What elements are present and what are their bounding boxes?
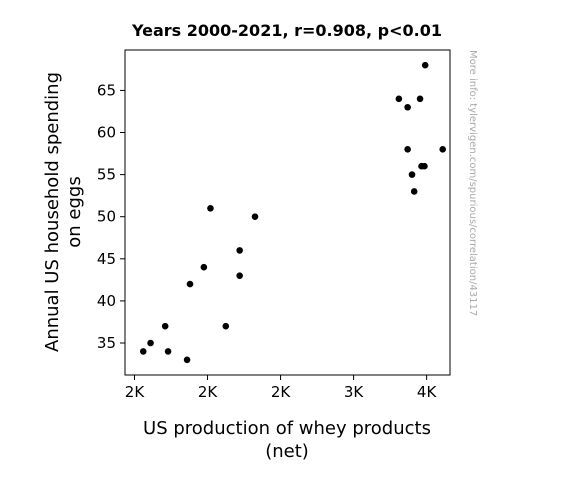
data-point	[404, 146, 411, 153]
y-tick-label: 65	[97, 81, 116, 99]
data-point	[404, 103, 411, 111]
data-point	[186, 280, 194, 288]
data-point	[395, 95, 403, 103]
x-tick-label: 2K	[271, 383, 292, 401]
data-point	[183, 356, 191, 364]
data-point	[200, 263, 208, 271]
y-axis-label-line-1: Annual US household spending	[42, 72, 63, 352]
y-tick-label: 40	[97, 292, 116, 310]
data-point	[161, 322, 169, 330]
data-point	[147, 339, 154, 347]
x-axis-label-line-2: (net)	[265, 441, 309, 462]
data-point	[207, 204, 214, 212]
x-axis-label-line-1: US production of whey products	[143, 418, 431, 439]
data-point	[222, 322, 230, 330]
data-point	[408, 171, 416, 178]
y-axis-label-line-2: on eggs	[64, 176, 85, 247]
y-axis: 35 40 45 50 55 60 65	[97, 81, 125, 352]
x-axis: 2K 2K 2K 3K 4K	[125, 375, 438, 401]
x-tick-label: 2K	[198, 383, 219, 401]
y-tick-label: 55	[97, 166, 116, 184]
data-point	[164, 348, 172, 355]
x-tick-label: 4K	[417, 383, 438, 401]
data-points	[139, 61, 446, 364]
watermark-text: More info: tylervigen.com/spurious/corre…	[467, 50, 478, 316]
data-point	[416, 95, 424, 103]
data-point	[421, 162, 428, 170]
data-point	[421, 61, 429, 69]
y-tick-label: 50	[97, 208, 116, 226]
y-tick-label: 35	[97, 334, 116, 352]
chart-title: Years 2000-2021, r=0.908, p<0.01	[131, 21, 442, 40]
y-tick-label: 45	[97, 250, 116, 268]
data-point	[236, 272, 243, 279]
data-point	[410, 188, 418, 195]
plot-frame	[124, 49, 451, 376]
plot-area	[124, 49, 451, 376]
data-point	[236, 247, 243, 254]
data-point	[251, 213, 259, 221]
x-tick-label: 2K	[125, 383, 146, 401]
data-point	[439, 146, 446, 153]
y-tick-label: 60	[97, 124, 116, 142]
data-point	[139, 348, 147, 355]
x-tick-label: 3K	[344, 383, 365, 401]
